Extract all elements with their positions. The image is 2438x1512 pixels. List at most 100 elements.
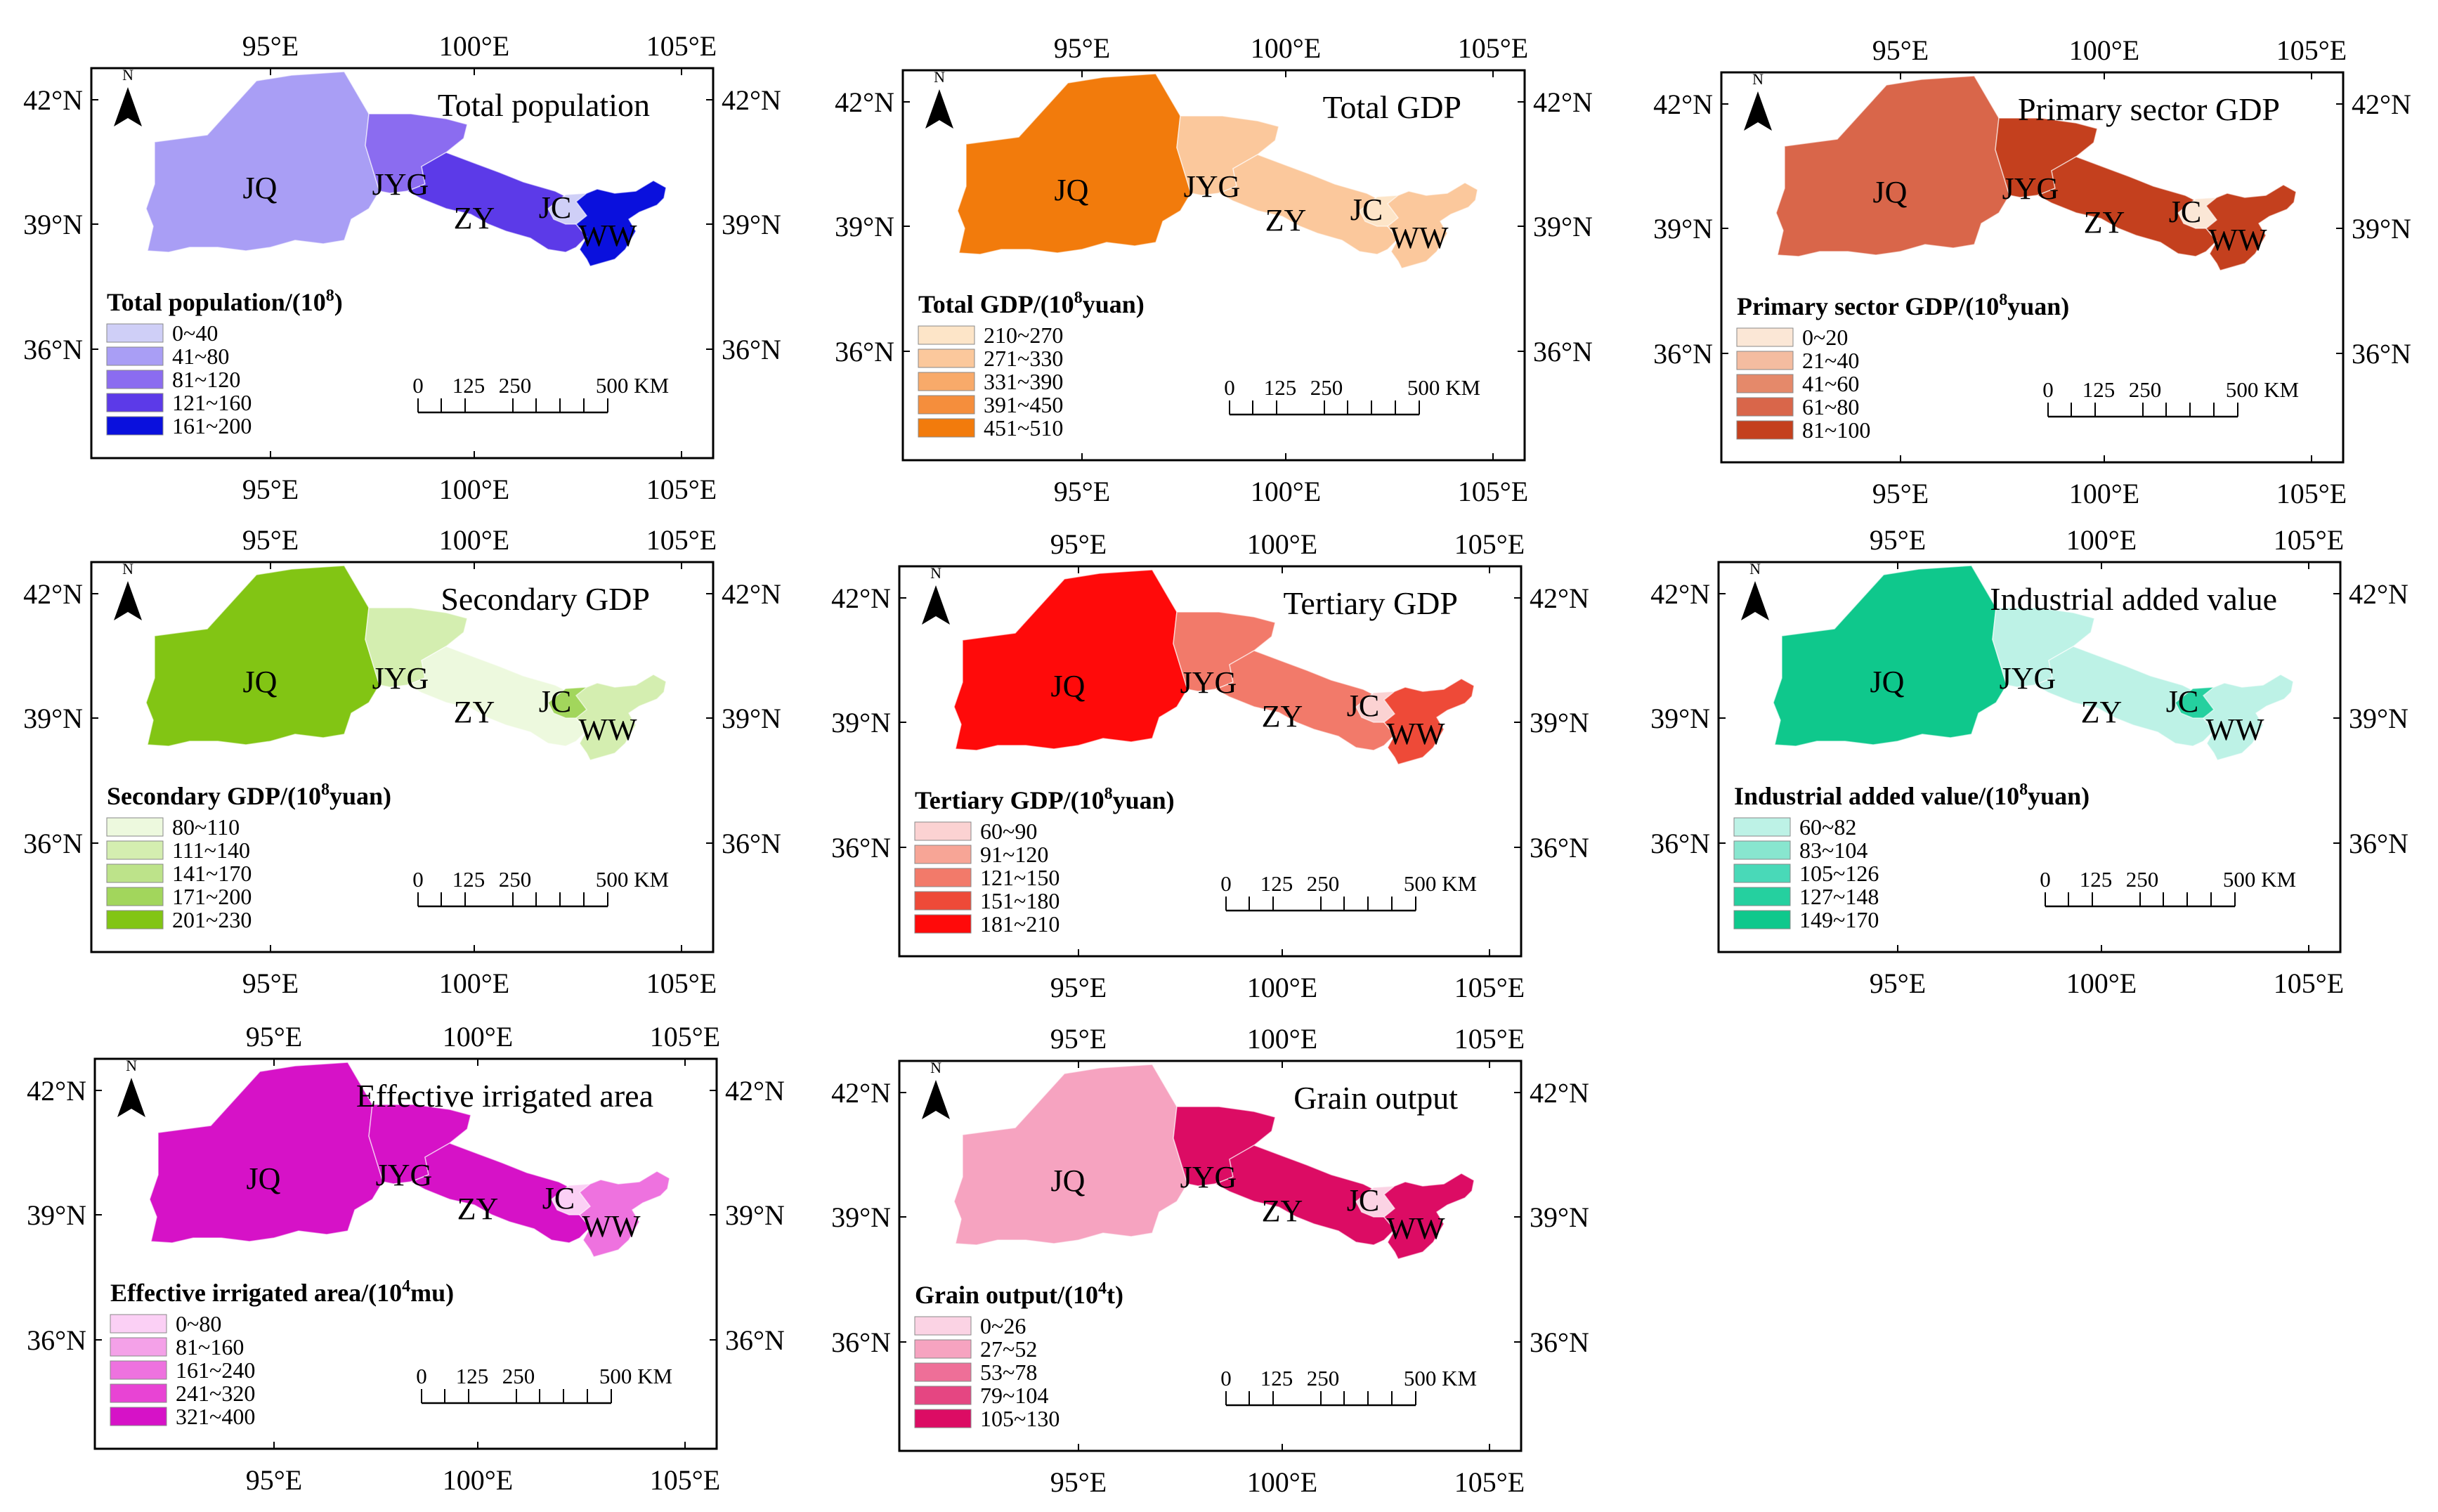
region-label-jq: JQ [1055,173,1089,207]
legend-swatch [914,1316,972,1336]
north-arrow-icon: N [114,560,142,620]
region-label-jq: JQ [1051,1164,1086,1198]
region-label-jc: JC [1347,689,1379,723]
lon-label-bottom: 100°E [1247,972,1317,1003]
north-arrow-icon: N [117,1057,145,1117]
legend-title: Total GDP/(108yuan) [918,289,1145,318]
lon-label-top: 105°E [1454,528,1525,560]
legend-swatch [110,1407,167,1426]
north-label: N [1752,70,1764,88]
lon-label-bottom: 100°E [443,1464,513,1496]
region-label-zy: ZY [454,695,495,729]
legend-item-label: 121~160 [172,390,252,415]
scale-label: 250 [1310,375,1343,400]
lon-label-top: 100°E [2069,34,2139,66]
region-label-zy: ZY [1262,1194,1303,1228]
scale-label: 500 KM [596,867,669,892]
legend-swatch [1736,374,1794,393]
legend-item-label: 81~100 [1802,417,1870,443]
lat-label-left: 42°N [1653,89,1713,120]
legend-swatch [110,1360,167,1380]
lat-label-right: 36°N [1530,1327,1589,1358]
lat-label-left: 36°N [1650,828,1710,859]
lat-label-left: 36°N [831,1327,891,1358]
legend-swatch [1736,420,1794,440]
north-label: N [934,68,945,86]
region-label-zy: ZY [2081,695,2123,729]
lon-label-bottom: 95°E [1050,972,1107,1003]
legend-item-label: 81~120 [172,367,240,392]
north-label: N [930,564,941,582]
legend-item-label: 151~180 [980,888,1060,913]
scale-label: 500 KM [599,1364,672,1388]
region-jq [957,73,1192,255]
legend-swatch [914,1362,972,1382]
region-label-jyg: JYG [372,167,429,202]
lat-label-left: 36°N [1653,338,1713,370]
region-label-jq: JQ [1873,175,1908,209]
legend-item-label: 81~160 [176,1334,244,1360]
legend-item-label: 149~170 [1799,907,1879,932]
lon-label-top: 105°E [646,30,717,62]
scale-label: 125 [2082,377,2116,402]
legend-swatch [106,887,164,906]
region-label-jq: JQ [1051,669,1086,703]
lon-label-bottom: 105°E [650,1464,720,1496]
region-ww [575,674,667,761]
legend-item-label: 161~200 [172,413,252,438]
legend-title: Total population/(108) [107,287,343,316]
lon-label-top: 95°E [242,524,299,556]
scale-bar: 0 125 250 500 KM [412,373,669,414]
legend-title: Industrial added value/(108yuan) [1734,781,2090,810]
lat-label-left: 42°N [831,1077,891,1109]
legend-swatch [106,370,164,389]
scale-label: 500 KM [1407,375,1480,400]
region-zy [2036,156,2218,257]
scale-label: 125 [2080,867,2113,892]
lon-label-top: 100°E [1247,1023,1317,1055]
region-label-jc: JC [2169,195,2201,229]
legend-item-label: 321~400 [176,1404,255,1429]
scale-label: 250 [499,867,532,892]
lat-label-right: 42°N [722,578,781,610]
scale-label: 125 [452,373,485,398]
legend-title: Secondary GDP/(108yuan) [107,781,391,810]
lon-label-bottom: 100°E [439,967,509,999]
north-arrow-icon: N [922,564,950,625]
legend-item-label: 60~90 [980,819,1037,844]
north-label: N [126,1057,137,1074]
legend-item-label: 201~230 [172,907,252,932]
lat-label-left: 42°N [835,86,894,118]
legend-item-label: 171~200 [172,884,252,909]
region-label-ww: WW [1386,1211,1445,1246]
legend-swatch [914,821,972,841]
region-label-jc: JC [1350,193,1383,227]
region-jq [149,1062,384,1244]
region-label-ww: WW [578,219,637,253]
legend-swatch [1736,327,1794,347]
legend-item-label: 79~104 [980,1383,1048,1408]
region-label-jyg: JYG [1180,665,1237,700]
legend-item-label: 21~40 [1802,348,1859,373]
lon-label-bottom: 95°E [1050,1466,1107,1498]
legend-swatch [918,418,975,438]
legend-swatch [918,348,975,368]
legend-swatch [106,910,164,930]
legend-item-label: 80~110 [172,814,240,840]
lat-label-right: 42°N [2349,578,2408,610]
lon-label-top: 100°E [1251,32,1321,64]
scale-bar: 0 125 250 500 KM [1220,871,1477,912]
region-label-ww: WW [1390,221,1449,255]
region-zy [2033,646,2215,747]
lat-label-right: 39°N [722,703,781,734]
legend-item-label: 391~450 [984,392,1063,417]
scale-bar: 0 125 250 500 KM [416,1364,672,1405]
scale-label: 125 [456,1364,489,1388]
region-zy [406,646,588,747]
lat-label-left: 36°N [23,828,83,859]
legend-title: Tertiary GDP/(108yuan) [915,785,1175,814]
lon-label-top: 95°E [1050,528,1107,560]
